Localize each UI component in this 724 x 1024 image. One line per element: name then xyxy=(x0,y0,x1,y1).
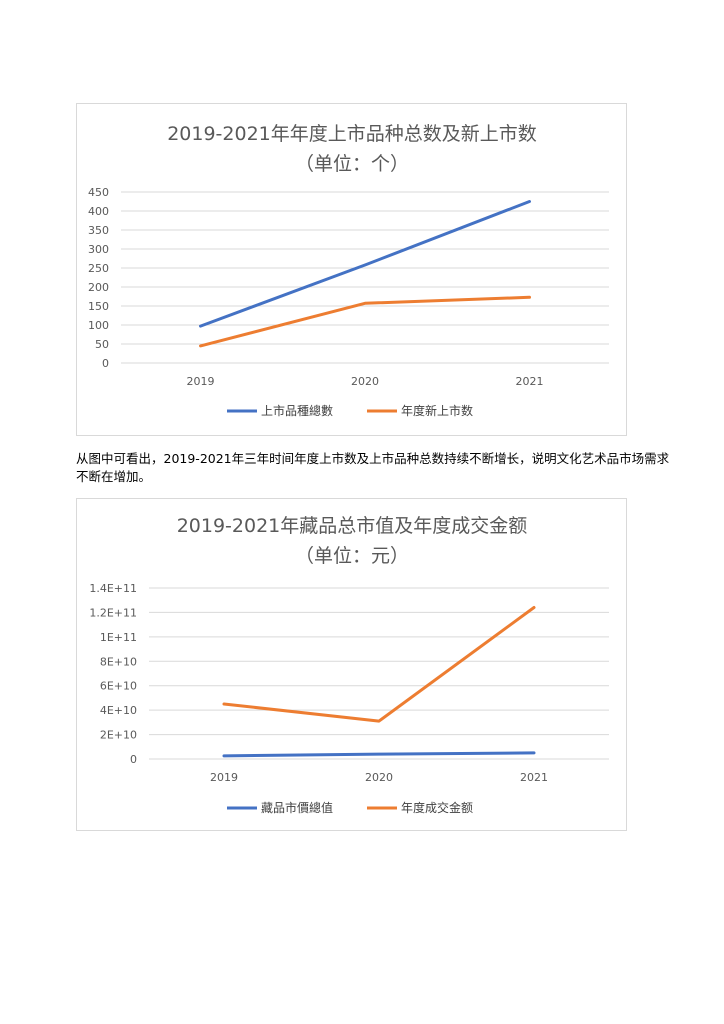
chart-1-yticks: 0 50 100 150 200 250 300 350 400 450 xyxy=(88,186,109,370)
chart-1-legend-label-2: 年度新上市数 xyxy=(401,403,473,418)
chart-2-ytick-label: 8E+10 xyxy=(100,655,137,668)
chart-1-subtitle: （单位：个） xyxy=(295,153,409,175)
chart-2-legend: 藏品市價總值 年度成交金额 xyxy=(227,800,473,815)
chart-market-value-and-turnover: 2019-2021年藏品总市值及年度成交金额 （单位：元） 0 2E+10 4E+1… xyxy=(76,498,627,831)
chart-1-ytick-label: 300 xyxy=(88,243,109,256)
chart-1-ytick-label: 350 xyxy=(88,224,109,237)
chart-1-series-line-2 xyxy=(199,295,531,348)
chart-2-grid xyxy=(149,587,609,760)
chart-2-xticks: 2019 2020 2021 xyxy=(210,771,548,784)
chart-1-legend: 上市品種總數 年度新上市数 xyxy=(227,403,473,418)
chart-1-svg: 2019-2021年年度上市品种总数及新上市数 （单位：个） 0 50 100 150… xyxy=(88,123,609,418)
chart-2-ytick-label: 6E+10 xyxy=(100,680,137,693)
chart-1-ytick-label: 0 xyxy=(102,357,109,370)
chart-1-series-line-1 xyxy=(199,200,531,328)
chart-2-legend-label-2: 年度成交金额 xyxy=(401,800,473,815)
chart-2-xtick-label: 2021 xyxy=(520,771,548,784)
chart-total-and-new-listings: 2019-2021年年度上市品种总数及新上市数 （单位：个） 0 50 100 150… xyxy=(76,103,627,436)
chart-1-xtick-label: 2021 xyxy=(515,375,543,388)
chart-1-legend-label-1: 上市品種總數 xyxy=(261,403,333,418)
chart-1-ytick-label: 400 xyxy=(88,205,109,218)
chart-2-yticks: 0 2E+10 4E+10 6E+10 8E+10 1E+11 1.2E+11 1.4E+11 xyxy=(89,582,137,766)
chart-2-subtitle: （单位：元） xyxy=(295,545,409,567)
chart-1-series xyxy=(199,200,531,348)
chart-2-svg: 2019-2021年藏品总市值及年度成交金额 （单位：元） 0 2E+10 4E+1… xyxy=(89,515,609,815)
chart-2-ytick-label: 1E+11 xyxy=(100,631,137,644)
chart-1-xticks: 2019 2020 2021 xyxy=(187,375,544,388)
chart-1-ytick-label: 200 xyxy=(88,281,109,294)
chart-2-title: 2019-2021年藏品总市值及年度成交金额 xyxy=(177,515,528,537)
chart-2-ytick-label: 1.2E+11 xyxy=(89,606,137,619)
chart-2-xtick-label: 2020 xyxy=(365,771,393,784)
chart-1-xtick-label: 2019 xyxy=(187,375,215,388)
chart-1-ytick-label: 100 xyxy=(88,319,109,332)
chart-1-title: 2019-2021年年度上市品种总数及新上市数 xyxy=(167,123,537,145)
chart-2-xtick-label: 2019 xyxy=(210,771,238,784)
chart-2-ytick-label: 4E+10 xyxy=(100,704,137,717)
chart-2-ytick-label: 0 xyxy=(130,753,137,766)
chart-1-xtick-label: 2020 xyxy=(351,375,379,388)
chart-2-legend-label-1: 藏品市價總值 xyxy=(261,800,333,815)
chart-2-ytick-label: 2E+10 xyxy=(100,729,137,742)
chart-2-series-line-2 xyxy=(222,606,536,723)
chart-2-series-line-1 xyxy=(222,751,536,758)
chart-1-grid xyxy=(121,191,609,364)
chart-2-ytick-label: 1.4E+11 xyxy=(89,582,137,595)
chart-1-ytick-label: 450 xyxy=(88,186,109,199)
analysis-paragraph: 从图中可看出，2019-2021年三年时间年度上市数及上市品种总数持续不断增长，… xyxy=(76,451,670,484)
chart-1-ytick-label: 150 xyxy=(88,300,109,313)
chart-1-ytick-label: 250 xyxy=(88,262,109,275)
chart-1-ytick-label: 50 xyxy=(95,338,109,351)
chart-2-series xyxy=(222,606,536,758)
